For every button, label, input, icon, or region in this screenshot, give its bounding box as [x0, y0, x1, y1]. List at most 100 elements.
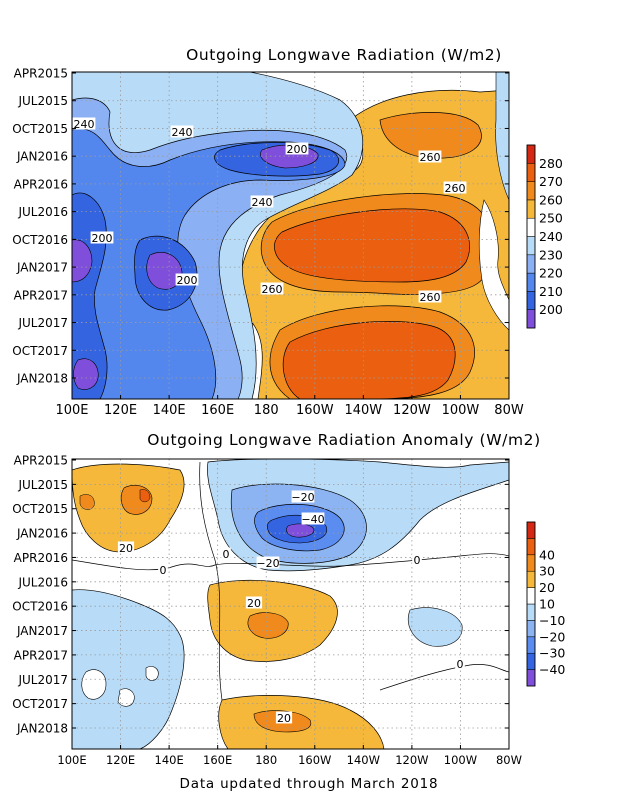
olr-contour-label: 200: [90, 231, 114, 245]
olr-contour-label: 260: [418, 290, 442, 304]
olr-anomaly-colorbar-label: 30: [539, 564, 555, 579]
olr-anomaly-contour-label-text: 0: [223, 548, 230, 561]
olr-anomaly-x-tick-label: 100W: [444, 753, 477, 767]
olr-anomaly-colorbar-swatch: [526, 521, 536, 539]
olr-anomaly-colorbar-swatch: [526, 538, 536, 556]
olr-anomaly-y-tick-label: JUL2016: [17, 575, 68, 589]
olr-anomaly-grid: [72, 459, 509, 749]
olr-contour-label: 240: [72, 117, 96, 131]
olr-contour-label: 200: [175, 273, 199, 287]
olr-region-below200-d: [73, 358, 99, 390]
olr-anomaly-colorbar-label: −40: [539, 662, 565, 677]
olr-anomaly-x-tick-label: 160E: [203, 753, 232, 767]
olr-colorbar-label: 270: [539, 174, 563, 189]
anom-pos-west-2015-core2: [139, 489, 151, 503]
olr-anomaly-x-tick-label: 140E: [155, 753, 184, 767]
olr-contour-label-text: 260: [445, 182, 466, 195]
olr-y-tick-label: APR2015: [14, 67, 68, 81]
olr-anomaly-colorbar-swatch: [526, 603, 536, 621]
olr-contour-label-text: 200: [287, 143, 308, 156]
olr-contour-label-bg: [260, 282, 284, 295]
olr-region-210: [72, 128, 346, 399]
olr-anomaly-colorbar-swatch: [526, 620, 536, 638]
olr-x-tick-label: 160E: [201, 403, 234, 418]
olr-colorbar-swatch: [526, 144, 536, 164]
olr-y-tick-label: JAN2016: [16, 150, 68, 164]
olr-anomaly-contour-label: 0: [455, 657, 465, 671]
olr-anomaly-colorbar-swatch: [526, 652, 536, 670]
olr-grid: [72, 72, 509, 399]
anom-white-hole-b: [117, 688, 135, 707]
olr-anomaly-y-tick-label: APR2015: [14, 454, 68, 468]
olr-anomaly-contour-label-bg: [221, 547, 231, 560]
olr-anomaly-contour-label-bg: [455, 657, 465, 670]
olr-region-below200-c: [72, 239, 93, 283]
olr-y-tick-label: OCT2016: [12, 233, 68, 247]
olr-anomaly-axes: 100E 120E 140E 160E 180 160W 140W 120W 100W 80W AP…: [12, 454, 522, 768]
olr-contour-label-text: 240: [172, 126, 193, 139]
olr-anomaly-contour-label-text: 0: [457, 658, 464, 671]
olr-anomaly-contour-label-text: 0: [160, 564, 167, 577]
olr-anomaly-contour-label-bg: [275, 711, 293, 724]
olr-anomaly-y-tick-label: JAN2018: [16, 722, 68, 736]
olr-anomaly-contour-label-text: 0: [414, 554, 421, 567]
anom-neg-west-2016: [72, 589, 185, 749]
olr-x-tick-label: 80W: [494, 403, 524, 418]
olr-y-tick-label: APR2017: [14, 288, 68, 302]
olr-axes: 100E 120E 140E 160E 180 160W 140W 120W 100W 80W AP…: [12, 67, 524, 419]
olr-contour-label-bg: [250, 195, 274, 208]
olr-anomaly-contour-label: 0: [412, 553, 422, 567]
olr-anomaly-colorbar-swatch: [526, 669, 536, 687]
olr-anomaly-contour-label-text: 20: [119, 542, 133, 555]
olr-contour-label-bg: [285, 142, 309, 155]
olr-colorbar-swatch: [526, 217, 536, 237]
olr-colorbar-frame: [526, 144, 536, 329]
anom-zero-line-b: [199, 461, 223, 701]
anom-white-hole-c: [145, 666, 159, 681]
olr-contour-label-text: 260: [420, 291, 441, 304]
olr-anomaly-colorbar-label: −20: [539, 629, 565, 644]
olr-anomaly-x-tick-label: 80W: [496, 753, 522, 767]
olr-anomaly-contour-label-text: 20: [277, 712, 291, 725]
olr-anomaly-y-tick-label: OCT2016: [12, 600, 68, 614]
olr-anomaly-y-tick-label: JAN2017: [16, 624, 68, 638]
anom-white-hole-a: [81, 669, 107, 700]
anom-pos-central-2016-core: [247, 612, 289, 639]
olr-y-tick-label: JAN2018: [16, 372, 68, 386]
olr-anomaly-colorbar-swatch: [526, 570, 536, 588]
olr-y-tick-label: OCT2015: [12, 122, 68, 136]
olr-anomaly-contour-label-text: 20: [247, 597, 261, 610]
olr-contour-label: 200: [285, 142, 309, 156]
olr-y-tick-label: APR2016: [14, 177, 68, 191]
olr-plot-frame: [71, 71, 510, 400]
olr-anomaly-contour-label-text: −40: [301, 513, 324, 526]
olr-anomaly-colorbar-swatch: [526, 587, 536, 605]
olr-anomaly-colorbar-swatch: [526, 554, 536, 572]
olr-anomaly-contour-label: 0: [221, 547, 231, 561]
olr-anomaly-colorbar-swatch: [526, 636, 536, 654]
olr-anomaly-contour-label: −20: [256, 556, 280, 570]
olr-contour-label-bg: [90, 231, 114, 244]
olr-anomaly-contour-label-bg: [117, 541, 135, 554]
olr-anomaly-contour-label: −40: [301, 512, 325, 526]
olr-x-tick-label: 120E: [104, 403, 137, 418]
olr-x-tick-label: 140W: [344, 403, 382, 418]
olr-colorbar-swatch: [526, 309, 536, 329]
olr-anomaly-field: [72, 459, 509, 749]
olr-contour-label-bg: [170, 125, 194, 138]
olr-anomaly-contour-label-text: −20: [256, 557, 279, 570]
olr-anomaly-contour-label: 0: [158, 563, 168, 577]
anom-neg-east: [408, 607, 463, 647]
olr-colorbar-swatch: [526, 163, 536, 182]
olr-region-260: [379, 112, 482, 159]
olr-anomaly-y-tick-label: JAN2016: [16, 527, 68, 541]
data-updated-note: Data updated through March 2018: [179, 776, 439, 792]
olr-colorbar-swatch: [526, 254, 536, 274]
olr-colorbar-label: 200: [539, 302, 563, 317]
olr-anomaly-x-tick-label: 180: [255, 753, 277, 767]
olr-contour-label-bg: [443, 181, 467, 194]
olr-contour-label: 260: [443, 181, 467, 195]
